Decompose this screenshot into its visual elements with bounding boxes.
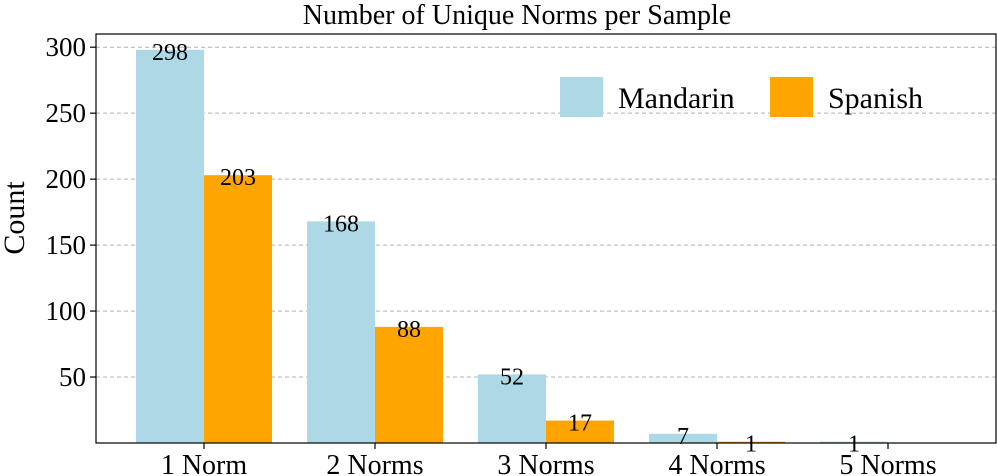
y-tick-label: 150 [46,230,87,260]
x-tick-label: 1 Norm [161,450,248,476]
legend-label-mandarin: Mandarin [618,82,735,115]
legend-swatch-mandarin [560,77,603,117]
bar-spanish-4 [717,441,785,443]
bar-mandarin-5 [820,441,888,443]
data-label: 1 [848,432,860,458]
x-tick-label: 2 Norms [326,450,423,476]
x-tick-label: 3 Norms [497,450,594,476]
data-label: 298 [152,40,188,66]
data-label: 52 [500,364,524,390]
y-tick-label: 100 [46,296,87,326]
data-label: 203 [220,165,256,191]
chart-title: Number of Unique Norms per Sample [303,0,731,31]
y-tick-label: 300 [46,32,87,62]
bar-mandarin-3 [478,374,546,443]
y-ticks: 50 100 150 200 250 300 [46,32,96,392]
y-tick-label: 200 [46,164,87,194]
data-label: 7 [677,424,689,450]
data-label: 1 [745,432,757,458]
data-label: 88 [397,317,421,343]
legend-label-spanish: Spanish [828,82,923,115]
bar-spanish-2 [375,326,443,443]
data-label: 168 [323,211,359,237]
bar-mandarin-2 [307,221,375,443]
y-tick-label: 50 [59,362,86,392]
data-label: 17 [568,411,592,437]
x-tick-label: 4 Norms [668,450,765,476]
y-tick-label: 250 [46,98,87,128]
plot-frame [95,33,997,444]
bars [136,49,888,444]
y-axis-label: Count [0,181,31,255]
bar-mandarin-1 [136,49,204,444]
bar-spanish-1 [204,175,272,444]
x-tick-label: 5 Norms [839,450,936,476]
data-labels: 298 203 168 88 52 17 7 1 1 [152,40,860,458]
x-ticks: 1 Norm 2 Norms 3 Norms 4 Norms 5 Norms [161,443,937,476]
legend: Mandarin Spanish [560,77,923,117]
legend-swatch-spanish [770,77,813,117]
bar-mandarin-4 [649,433,717,443]
bar-spanish-3 [546,420,614,443]
